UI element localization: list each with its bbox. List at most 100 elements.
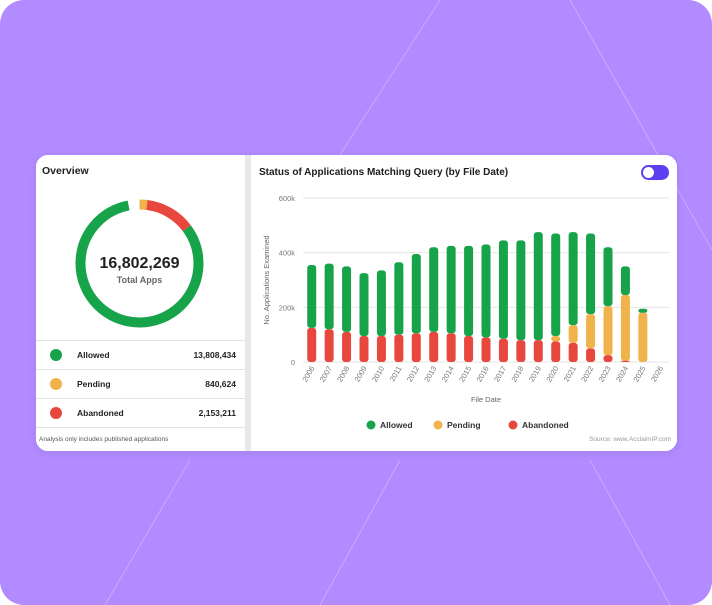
bar-abandoned-2012[interactable]: [411, 333, 421, 362]
allowed-dot: [50, 349, 62, 361]
legend-label: Abandoned: [77, 408, 124, 418]
bar-allowed-2016[interactable]: [481, 244, 491, 338]
chart-source: Source: www.AcclaimIP.com: [589, 436, 671, 443]
x-tick-label: 2007: [318, 365, 334, 384]
x-tick-label: 2015: [457, 365, 473, 384]
bar-abandoned-2020[interactable]: [551, 341, 561, 363]
bar-allowed-2019[interactable]: [533, 232, 543, 341]
y-tick-label: 400k: [279, 249, 296, 258]
bar-abandoned-2007[interactable]: [324, 329, 334, 362]
bar-allowed-2007[interactable]: [324, 263, 334, 330]
x-tick-label: 2014: [440, 365, 456, 384]
bar-pending-2025[interactable]: [638, 312, 648, 362]
legend-row-abandoned[interactable]: Abandoned 2,153,211: [36, 398, 245, 427]
bar-pending-2021[interactable]: [568, 325, 578, 343]
bar-allowed-2018[interactable]: [516, 240, 526, 341]
chart-title: Status of Applications Matching Query (b…: [259, 167, 509, 178]
bar-pending-2020[interactable]: [551, 336, 561, 342]
x-tick-label: 2024: [614, 365, 630, 384]
bar-allowed-2023[interactable]: [603, 247, 613, 306]
bar-allowed-2008[interactable]: [342, 266, 352, 332]
legend-dot-pending[interactable]: [433, 420, 443, 430]
legend-bottom-divider: [36, 427, 245, 428]
bar-allowed-2012[interactable]: [411, 254, 421, 334]
panel-divider[interactable]: [245, 155, 251, 451]
donut-svg: [75, 199, 204, 328]
x-tick-label: 2021: [562, 365, 578, 384]
legend-label-allowed[interactable]: Allowed: [380, 420, 413, 430]
bar-allowed-2014[interactable]: [446, 245, 456, 334]
overview-note: Analysis only includes published applica…: [39, 436, 169, 443]
x-tick-label: 2020: [544, 365, 560, 384]
bar-abandoned-2006[interactable]: [307, 327, 317, 362]
bar-abandoned-2021[interactable]: [568, 342, 578, 362]
y-tick-label: 600k: [279, 194, 296, 203]
bar-abandoned-2023[interactable]: [603, 355, 613, 362]
bar-allowed-2015[interactable]: [464, 245, 474, 337]
legend-value: 840,624: [205, 379, 236, 389]
y-axis-label: No. Applications Examined: [262, 235, 271, 324]
legend-dot-allowed[interactable]: [366, 420, 376, 430]
x-tick-label: 2013: [422, 365, 438, 384]
bar-abandoned-2017[interactable]: [498, 338, 508, 362]
bar-allowed-2013[interactable]: [429, 247, 439, 332]
pending-dot: [50, 378, 62, 390]
toggle-knob: [643, 167, 654, 178]
bar-allowed-2020[interactable]: [551, 233, 561, 337]
bar-abandoned-2022[interactable]: [586, 348, 596, 362]
bar-pending-2023[interactable]: [603, 305, 613, 356]
legend-label-pending[interactable]: Pending: [447, 420, 481, 430]
donut-chart: 16,802,269 Total Apps: [73, 197, 206, 330]
x-tick-label: 2022: [579, 365, 595, 384]
legend-label-abandoned[interactable]: Abandoned: [522, 420, 569, 430]
bar-allowed-2022[interactable]: [586, 233, 596, 315]
legend-value: 13,808,434: [193, 350, 236, 360]
legend-value: 2,153,211: [198, 408, 236, 418]
x-tick-label: 2023: [597, 365, 613, 384]
bar-pending-2022[interactable]: [586, 314, 596, 349]
dashboard-card: Overview 16,802,269 Total Apps Allowed 1…: [36, 155, 677, 451]
bar-allowed-2011[interactable]: [394, 262, 404, 335]
bar-abandoned-2013[interactable]: [429, 331, 439, 362]
abandoned-dot: [50, 407, 62, 419]
bar-abandoned-2024[interactable]: [620, 360, 630, 362]
bar-abandoned-2018[interactable]: [516, 340, 526, 362]
bar-allowed-2025[interactable]: [638, 308, 648, 313]
donut-total: 16,802,269: [99, 255, 180, 272]
legend-dot-abandoned[interactable]: [508, 420, 518, 430]
bar-abandoned-2015[interactable]: [464, 336, 474, 362]
x-tick-label: 2011: [388, 365, 404, 383]
bar-abandoned-2008[interactable]: [342, 331, 352, 362]
donut-slice-allowed[interactable]: [75, 199, 204, 328]
bar-allowed-2021[interactable]: [568, 232, 578, 326]
bar-allowed-2024[interactable]: [620, 266, 630, 296]
x-tick-label: 2012: [405, 365, 421, 384]
x-tick-label: 2018: [509, 365, 525, 384]
bar-allowed-2009[interactable]: [359, 273, 369, 337]
bar-abandoned-2019[interactable]: [533, 340, 543, 362]
x-tick-label: 2006: [300, 365, 316, 384]
x-tick-label: 2017: [492, 365, 508, 384]
bar-allowed-2010[interactable]: [376, 270, 386, 337]
x-tick-label: 2026: [649, 365, 665, 384]
bar-allowed-2006[interactable]: [307, 264, 317, 328]
bar-allowed-2017[interactable]: [498, 240, 508, 339]
x-tick-label: 2010: [370, 365, 386, 384]
bar-abandoned-2014[interactable]: [446, 333, 456, 362]
y-tick-label: 200k: [279, 303, 296, 312]
donut-total-label: Total Apps: [116, 275, 163, 285]
x-tick-label: 2009: [353, 365, 369, 384]
donut-slice-pending[interactable]: [75, 199, 204, 328]
bar-pending-2024[interactable]: [620, 295, 630, 361]
x-tick-label: 2008: [335, 365, 351, 384]
legend-row-pending[interactable]: Pending 840,624: [36, 369, 245, 398]
x-tick-label: 2016: [475, 365, 491, 384]
bar-abandoned-2010[interactable]: [376, 336, 386, 362]
view-toggle[interactable]: [641, 165, 669, 180]
bar-abandoned-2011[interactable]: [394, 334, 404, 362]
bar-abandoned-2009[interactable]: [359, 336, 369, 362]
bar-abandoned-2016[interactable]: [481, 337, 491, 362]
chart-panel: 0 200k 400k 600k No. Applications Examined 20…: [251, 155, 677, 451]
legend-row-allowed[interactable]: Allowed 13,808,434: [36, 340, 245, 369]
